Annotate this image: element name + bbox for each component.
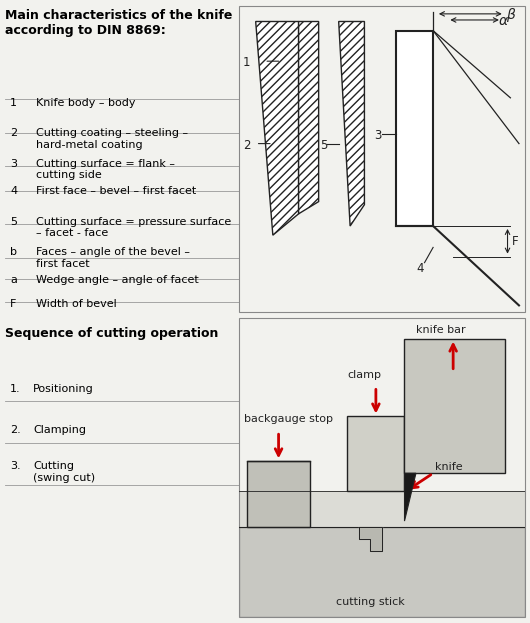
- Text: Wedge angle – angle of facet: Wedge angle – angle of facet: [36, 275, 198, 285]
- Text: First face – bevel – first facet: First face – bevel – first facet: [36, 186, 196, 196]
- Text: Cutting coating – steeling –
hard-metal coating: Cutting coating – steeling – hard-metal …: [36, 128, 188, 150]
- Text: Main characteristics of the knife
according to DIN 8869:: Main characteristics of the knife accord…: [5, 9, 233, 37]
- Polygon shape: [404, 473, 416, 521]
- Polygon shape: [255, 22, 298, 235]
- Text: 3: 3: [10, 159, 17, 169]
- Text: Cutting surface = flank –
cutting side: Cutting surface = flank – cutting side: [36, 159, 174, 181]
- Text: 5: 5: [320, 139, 328, 151]
- Text: 2: 2: [10, 128, 17, 138]
- Bar: [347, 416, 404, 491]
- Text: knife: knife: [435, 462, 462, 472]
- Text: 2.: 2.: [10, 426, 21, 435]
- Text: 4: 4: [10, 186, 17, 196]
- Text: cutting stick: cutting stick: [336, 597, 404, 607]
- Text: $\alpha$: $\alpha$: [498, 14, 508, 29]
- Text: F: F: [10, 299, 16, 309]
- Text: Cutting
(swing cut): Cutting (swing cut): [33, 461, 95, 483]
- Polygon shape: [339, 22, 365, 226]
- Text: a: a: [10, 275, 17, 285]
- Text: 1: 1: [243, 56, 250, 69]
- Polygon shape: [298, 22, 319, 214]
- Bar: [247, 461, 310, 527]
- Text: backgauge stop: backgauge stop: [244, 414, 333, 424]
- Text: $\beta$: $\beta$: [506, 6, 517, 24]
- Polygon shape: [396, 31, 433, 226]
- Text: Faces – angle of the bevel –
first facet: Faces – angle of the bevel – first facet: [36, 247, 190, 269]
- Text: Width of bevel: Width of bevel: [36, 299, 117, 309]
- Text: Positioning: Positioning: [33, 384, 94, 394]
- Text: Clamping: Clamping: [33, 426, 86, 435]
- Text: clamp: clamp: [347, 369, 381, 379]
- Text: F: F: [512, 235, 518, 248]
- Text: knife bar: knife bar: [416, 325, 465, 335]
- Text: b: b: [10, 247, 17, 257]
- Polygon shape: [359, 527, 382, 551]
- Text: Cutting surface = pressure surface
– facet - face: Cutting surface = pressure surface – fac…: [36, 217, 231, 239]
- Text: Knife body – body: Knife body – body: [36, 98, 135, 108]
- Text: 1: 1: [10, 98, 17, 108]
- Bar: [404, 339, 505, 473]
- Bar: [238, 491, 525, 527]
- Text: 2: 2: [243, 139, 250, 151]
- Text: Sequence of cutting operation: Sequence of cutting operation: [5, 326, 219, 340]
- Text: 5: 5: [10, 217, 17, 227]
- Text: 3: 3: [375, 130, 382, 143]
- Bar: [238, 527, 525, 617]
- Text: 3.: 3.: [10, 461, 21, 471]
- Text: 1.: 1.: [10, 384, 21, 394]
- Text: 4: 4: [416, 262, 423, 275]
